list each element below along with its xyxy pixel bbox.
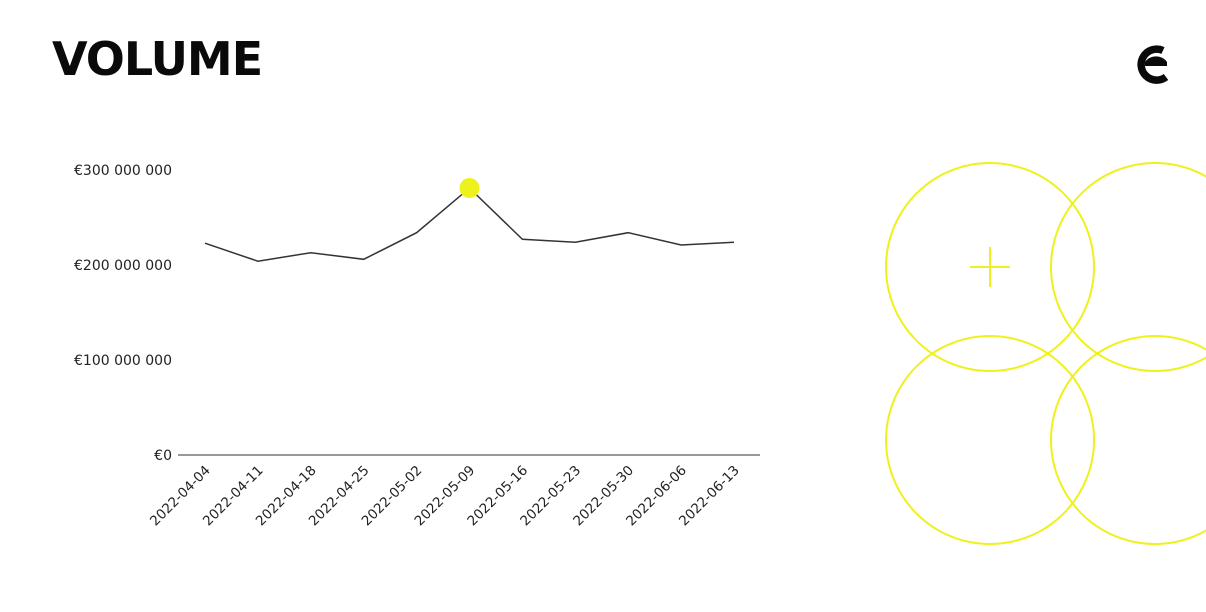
page-title: VOLUME xyxy=(52,32,263,86)
brand-c-logo-icon xyxy=(1137,45,1169,84)
y-tick-label: €100 000 000 xyxy=(74,353,172,369)
x-axis-ticks: 2022-04-042022-04-112022-04-182022-04-25… xyxy=(147,463,743,530)
y-tick-label: €0 xyxy=(154,448,172,464)
y-tick-label: €200 000 000 xyxy=(74,258,172,274)
y-axis-ticks: €0 €100 000 000 €200 000 000 €300 000 000 xyxy=(74,163,172,464)
overlapping-circles-plus-icon xyxy=(885,162,1206,545)
data-points xyxy=(459,178,480,199)
y-tick-label: €300 000 000 xyxy=(74,163,172,179)
series-line xyxy=(204,187,735,262)
highlighted-data-point xyxy=(459,178,480,199)
volume-line-chart: €0 €100 000 000 €200 000 000 €300 000 000 2… xyxy=(74,163,760,530)
